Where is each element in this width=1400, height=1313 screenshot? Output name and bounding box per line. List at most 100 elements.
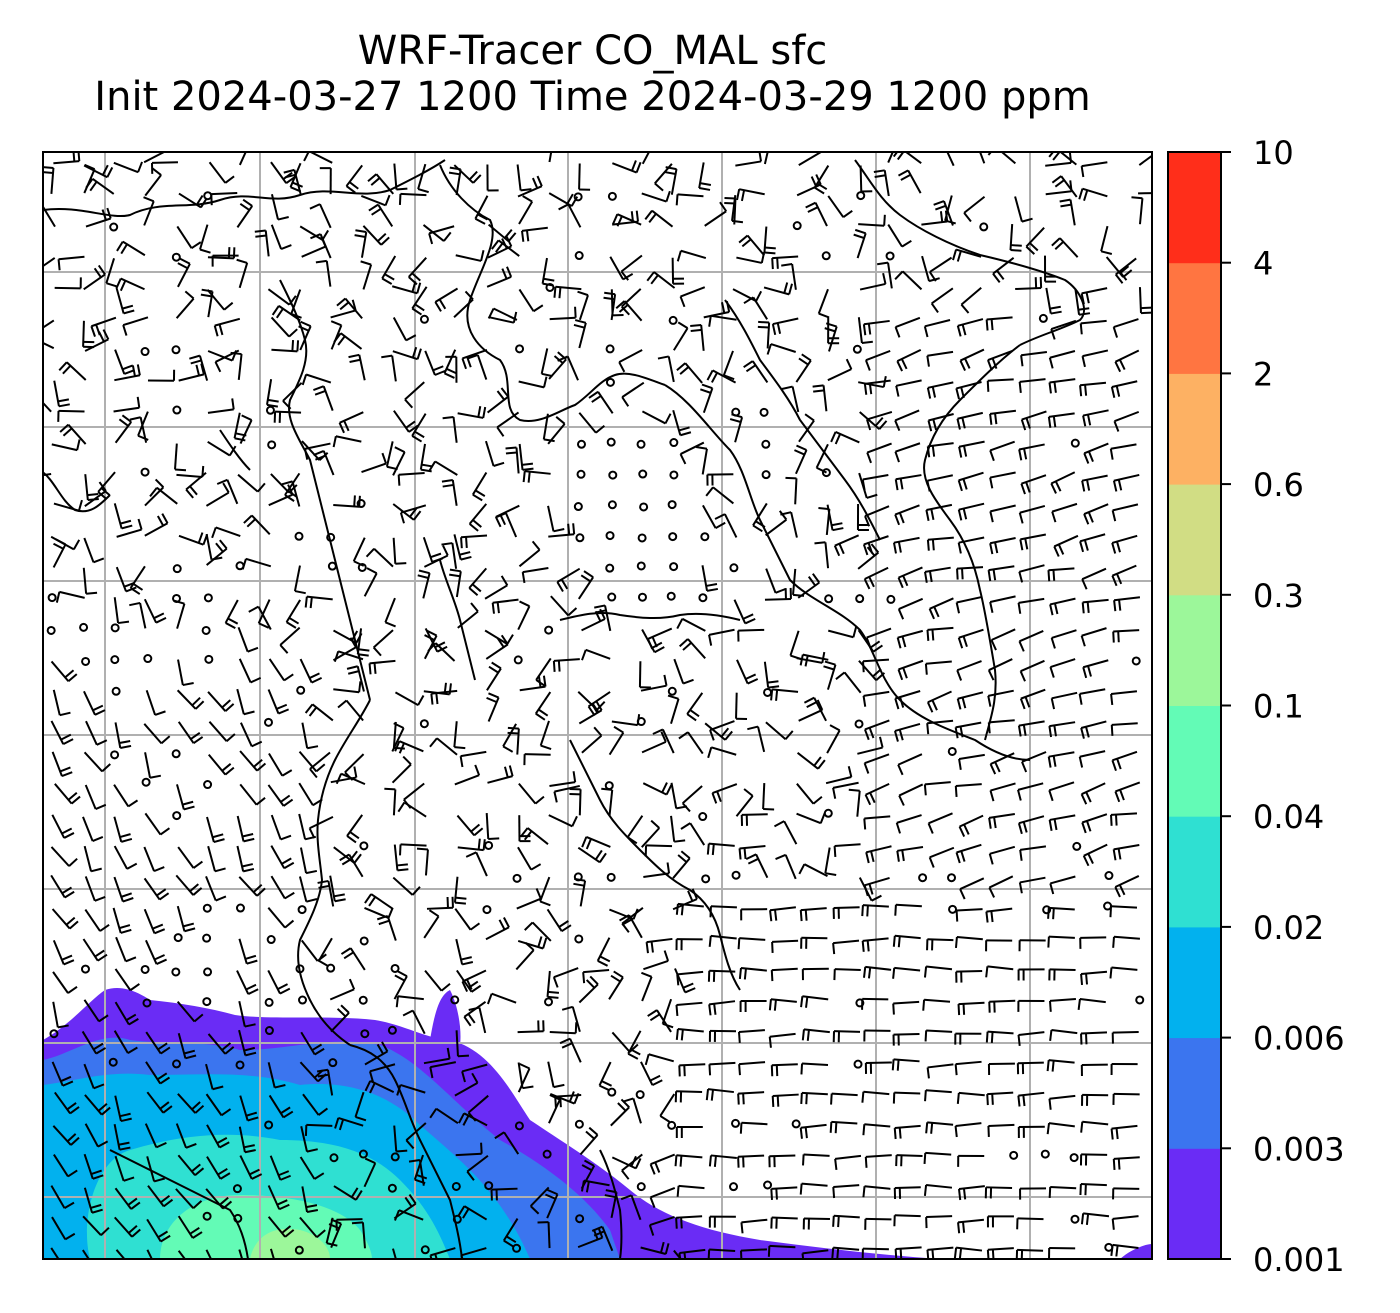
wind-barb [894, 474, 922, 491]
wind-barb [1112, 844, 1140, 861]
wind-barb [43, 401, 52, 413]
wind-barb [681, 785, 703, 813]
wind-barb [579, 1126, 599, 1156]
wind-barb [238, 938, 258, 965]
wind-barb [1114, 349, 1140, 373]
wind-barb [398, 192, 427, 205]
wind-barb [652, 728, 675, 754]
wind-barb [675, 938, 703, 951]
wind-barb [82, 567, 98, 595]
wind-barb [956, 318, 984, 337]
wind-barb [863, 876, 890, 897]
wind-barb [205, 482, 230, 507]
wind-barb [955, 843, 982, 864]
calm-wind-marker [1070, 438, 1080, 448]
calm-wind-marker [171, 252, 181, 262]
wind-barb [116, 518, 143, 538]
wind-barb [524, 921, 552, 942]
calm-wind-marker [1042, 905, 1052, 915]
calm-wind-marker [666, 591, 676, 601]
wind-barb [267, 969, 291, 995]
calm-wind-marker [698, 812, 708, 822]
wind-barb [143, 908, 166, 935]
wind-barb [1021, 751, 1047, 773]
wind-barb [707, 746, 737, 759]
wind-barb [267, 1216, 295, 1238]
calm-wind-marker [326, 532, 336, 542]
wind-barb [1016, 1061, 1044, 1075]
wind-barb [897, 169, 922, 194]
wind-barb [369, 1063, 396, 1083]
wind-barb [894, 409, 920, 431]
calm-wind-marker [635, 1090, 645, 1100]
wind-barb [82, 1249, 90, 1259]
calm-wind-marker [110, 623, 120, 633]
wind-barb [43, 257, 56, 268]
wind-barb [1112, 935, 1141, 948]
wind-barb [1131, 196, 1144, 225]
wind-barb [601, 787, 614, 816]
colorbar-tick-label: 10 [1253, 134, 1294, 172]
colorbar-tick-label: 0.6 [1253, 466, 1304, 504]
wind-barb [641, 410, 672, 425]
wind-barb [57, 255, 85, 271]
wind-barb [989, 409, 1017, 425]
wind-barb [785, 476, 798, 505]
wind-barb [417, 569, 431, 599]
calm-wind-marker [109, 222, 119, 232]
wind-barb [771, 255, 799, 270]
wind-barb [985, 316, 1013, 331]
wind-barb [862, 658, 890, 673]
calm-wind-marker [607, 592, 617, 602]
wind-barb [465, 851, 488, 877]
wind-barb [765, 568, 787, 594]
calm-wind-marker [81, 656, 91, 666]
calm-wind-marker [791, 1119, 801, 1129]
wind-barb [207, 398, 235, 414]
wind-barb [1082, 843, 1108, 867]
wind-barb [150, 161, 178, 174]
wind-barb [588, 390, 614, 414]
wind-barb [239, 1095, 259, 1122]
wind-barb [1110, 722, 1138, 736]
wind-barb [381, 255, 397, 285]
calm-wind-marker [821, 468, 831, 478]
wind-barb [486, 164, 499, 192]
wind-barb [52, 1001, 69, 1029]
calm-wind-marker [360, 1029, 370, 1039]
wind-barb [1111, 1030, 1139, 1044]
wind-barb [281, 480, 301, 507]
wind-barb [490, 1187, 518, 1201]
wind-barb [1050, 629, 1077, 649]
wind-barb [708, 1061, 736, 1076]
wind-barb [468, 503, 488, 532]
wind-barb [309, 751, 331, 779]
wind-barb [781, 385, 800, 413]
wind-barb [283, 168, 302, 196]
wind-barb [644, 209, 674, 228]
wind-barb [598, 1061, 613, 1092]
wind-barb [673, 1249, 683, 1259]
wind-barb [672, 850, 691, 879]
calm-wind-marker [544, 625, 554, 635]
calm-wind-marker [450, 995, 460, 1005]
wind-barb [454, 908, 481, 931]
wind-barb [1048, 721, 1076, 738]
wind-barb [549, 306, 577, 321]
wind-barb [237, 473, 266, 493]
wind-barb [394, 691, 425, 706]
wind-barb [399, 504, 427, 524]
wind-barb [708, 1154, 737, 1167]
wind-barb [768, 1032, 796, 1048]
wind-barb [83, 1153, 104, 1180]
wind-barb [50, 720, 74, 746]
wind-barb [833, 843, 861, 858]
wind-barb [393, 163, 408, 191]
wind-barb [517, 1062, 531, 1093]
wind-barb [453, 290, 474, 318]
wind-barb [1049, 597, 1076, 616]
wind-barb [411, 286, 428, 316]
wind-barb [300, 1126, 318, 1153]
wind-barb [709, 720, 735, 741]
wind-barb [83, 690, 106, 716]
